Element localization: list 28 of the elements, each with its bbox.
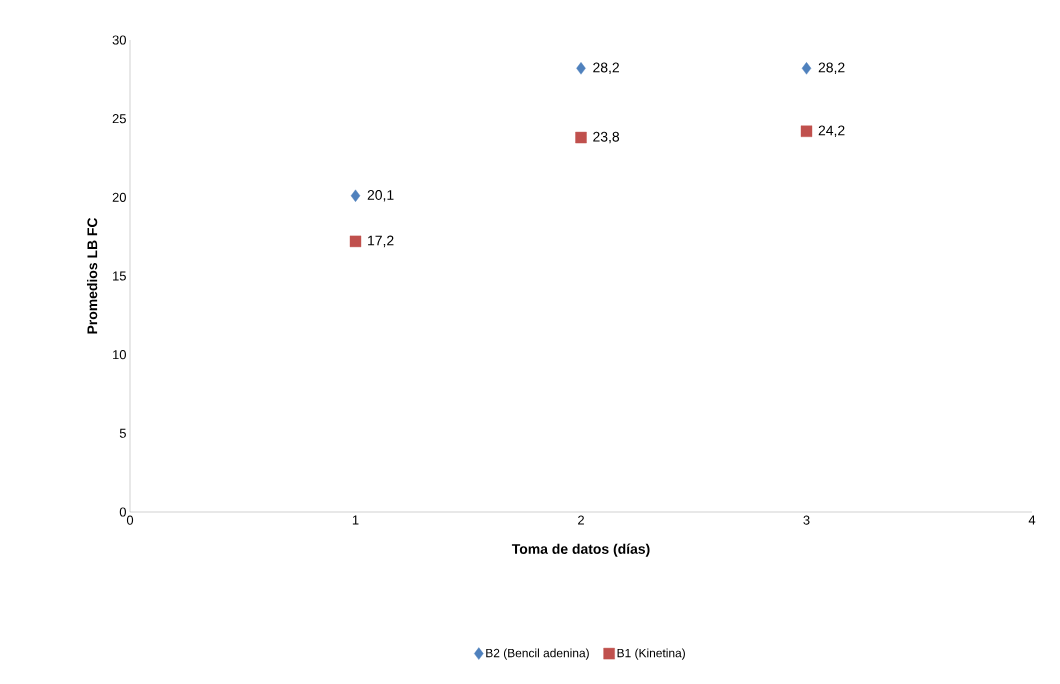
- x-tick-label: 0: [126, 515, 134, 525]
- legend-label: B2 (Bencil adenina): [486, 648, 589, 660]
- x-tick-label: 1: [352, 515, 359, 525]
- x-axis-title: Toma de datos (días): [511, 543, 650, 557]
- data-label: 23,8: [593, 131, 620, 144]
- point: [575, 131, 587, 144]
- y-tick-label: 15: [113, 271, 126, 281]
- point: [349, 235, 362, 248]
- data-label: 17,2: [368, 235, 394, 248]
- data-label: 28,2: [593, 62, 619, 75]
- y-tick-label: 25: [112, 114, 126, 124]
- y-tick-label: 5: [119, 428, 126, 438]
- y-tick-label: 20: [112, 192, 126, 202]
- x-tick-label: 2: [578, 515, 584, 525]
- point: [350, 189, 361, 202]
- data-label: 28,2: [818, 62, 845, 75]
- point: [576, 62, 586, 75]
- y-tick-label: 0: [119, 507, 126, 517]
- y-axis-title: Promedios LB FC: [86, 217, 98, 334]
- y-tick-label: 10: [113, 350, 126, 360]
- x-tick-label: 4: [1028, 515, 1036, 525]
- legend-label: B1 (Kinetina): [617, 648, 685, 660]
- point: [800, 125, 813, 137]
- x-tick-label: 3: [803, 515, 810, 525]
- data-label: 20,1: [367, 189, 394, 202]
- point: [801, 62, 812, 75]
- y-tick-label: 30: [112, 35, 126, 45]
- data-label: 24,2: [818, 125, 845, 138]
